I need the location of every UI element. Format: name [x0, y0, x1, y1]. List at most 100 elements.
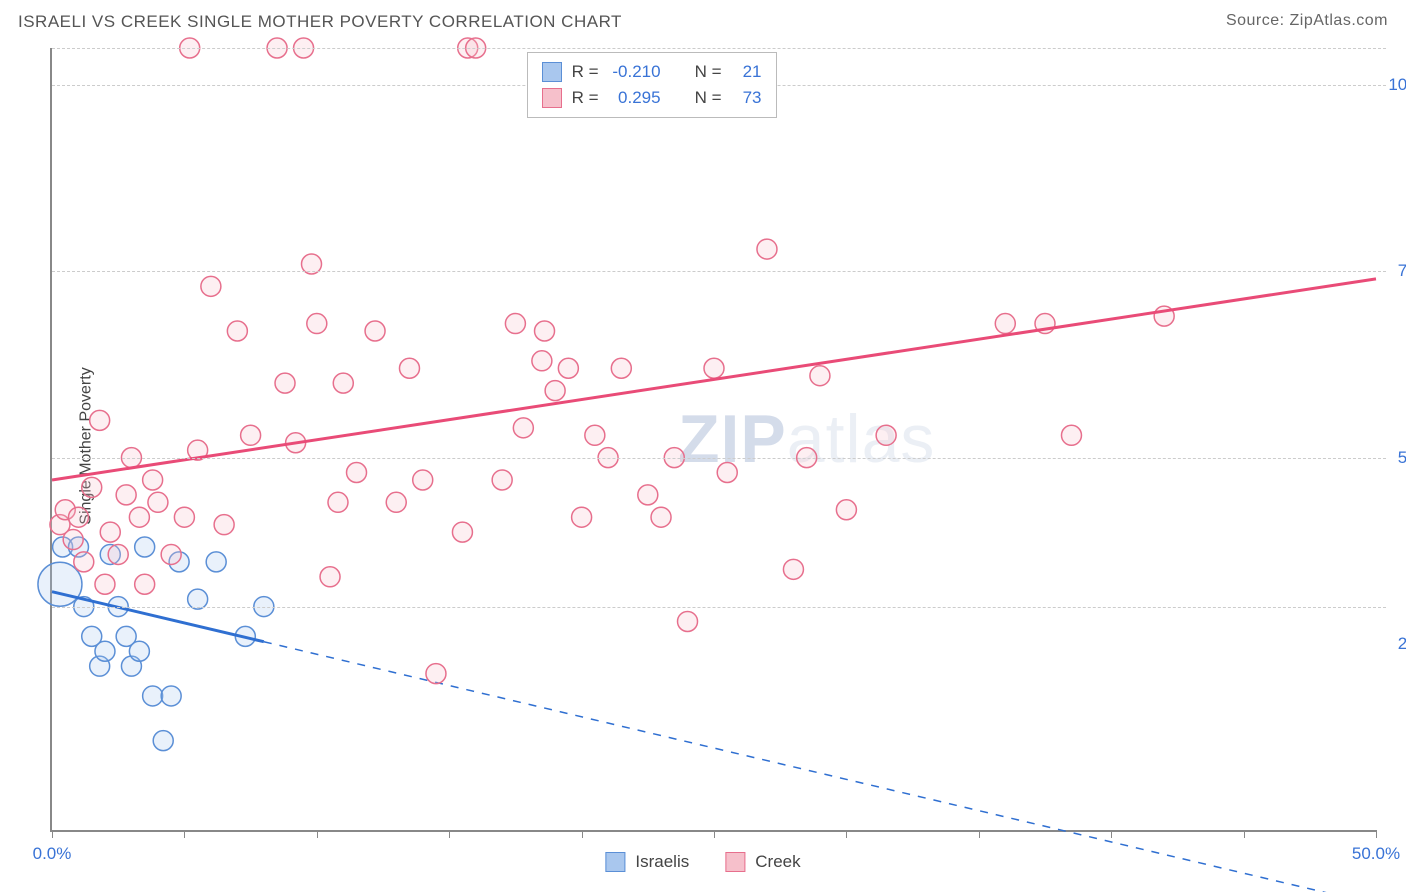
legend-label: Creek — [755, 852, 800, 872]
scatter-point — [206, 552, 226, 572]
scatter-point — [717, 463, 737, 483]
scatter-point — [545, 381, 565, 401]
scatter-point — [38, 562, 82, 606]
x-tick — [1376, 830, 1377, 838]
x-tick — [1244, 830, 1245, 838]
scatter-point — [320, 567, 340, 587]
y-tick-label: 50.0% — [1386, 448, 1406, 468]
scatter-point — [678, 611, 698, 631]
x-tick — [582, 830, 583, 838]
scatter-point — [810, 366, 830, 386]
legend-stats-row: R =-0.210N =21 — [542, 59, 762, 85]
scatter-point — [214, 515, 234, 535]
scatter-point — [135, 574, 155, 594]
scatter-point — [876, 425, 896, 445]
scatter-point — [492, 470, 512, 490]
x-tick-label: 50.0% — [1352, 844, 1400, 864]
scatter-point — [532, 351, 552, 371]
legend-stats: R = -0.210 N = 21 R = 0.295 N = 73 — [527, 52, 777, 118]
x-tick — [714, 830, 715, 838]
scatter-point — [90, 410, 110, 430]
legend-swatch — [542, 88, 562, 108]
scatter-point — [836, 500, 856, 520]
scatter-point — [651, 507, 671, 527]
scatter-point — [135, 537, 155, 557]
scatter-point — [783, 559, 803, 579]
scatter-point — [365, 321, 385, 341]
x-tick-label: 0.0% — [33, 844, 72, 864]
scatter-point — [611, 358, 631, 378]
scatter-point — [995, 314, 1015, 334]
plot-area: ZIPatlas 25.0%50.0%75.0%100.0%0.0%50.0% — [50, 48, 1376, 832]
scatter-point — [535, 321, 555, 341]
legend-value-n: 21 — [732, 62, 762, 82]
legend-label-r: R = — [572, 88, 599, 108]
scatter-point — [386, 492, 406, 512]
x-tick — [1111, 830, 1112, 838]
scatter-point — [143, 470, 163, 490]
x-tick — [979, 830, 980, 838]
scatter-point — [638, 485, 658, 505]
legend-item: Israelis — [605, 852, 689, 872]
scatter-point — [558, 358, 578, 378]
scatter-point — [108, 544, 128, 564]
scatter-point — [201, 276, 221, 296]
scatter-point — [347, 463, 367, 483]
scatter-point — [116, 485, 136, 505]
scatter-point — [333, 373, 353, 393]
x-tick — [846, 830, 847, 838]
y-tick-label: 25.0% — [1386, 634, 1406, 654]
legend-value-r: 0.295 — [609, 88, 661, 108]
scatter-point — [275, 373, 295, 393]
scatter-point — [148, 492, 168, 512]
gridline — [52, 607, 1386, 608]
scatter-point — [95, 641, 115, 661]
x-tick — [184, 830, 185, 838]
scatter-point — [143, 686, 163, 706]
legend-label-n: N = — [695, 88, 722, 108]
legend-swatch — [605, 852, 625, 872]
scatter-point — [174, 507, 194, 527]
legend-stats-row: R = 0.295 N = 73 — [542, 85, 762, 111]
title-bar: ISRAELI VS CREEK SINGLE MOTHER POVERTY C… — [18, 12, 1388, 32]
y-tick-label: 75.0% — [1386, 261, 1406, 281]
legend-value-r: -0.210 — [609, 62, 661, 82]
scatter-point — [513, 418, 533, 438]
gridline — [52, 48, 1386, 49]
scatter-point — [572, 507, 592, 527]
scatter-point — [413, 470, 433, 490]
trend-line — [52, 279, 1376, 480]
legend-swatch — [542, 62, 562, 82]
scatter-point — [328, 492, 348, 512]
scatter-point — [757, 239, 777, 259]
legend-bottom: Israelis Creek — [605, 852, 800, 872]
scatter-point — [100, 522, 120, 542]
scatter-point — [227, 321, 247, 341]
x-tick — [449, 830, 450, 838]
scatter-point — [452, 522, 472, 542]
scatter-point — [129, 641, 149, 661]
scatter-point — [241, 425, 261, 445]
legend-label-r: R = — [572, 62, 599, 82]
scatter-point — [307, 314, 327, 334]
chart-title: ISRAELI VS CREEK SINGLE MOTHER POVERTY C… — [18, 12, 622, 32]
y-tick-label: 100.0% — [1386, 75, 1406, 95]
scatter-point — [161, 686, 181, 706]
legend-swatch — [725, 852, 745, 872]
scatter-point — [585, 425, 605, 445]
gridline — [52, 271, 1386, 272]
x-tick — [317, 830, 318, 838]
scatter-point — [1061, 425, 1081, 445]
x-tick — [52, 830, 53, 838]
scatter-point — [399, 358, 419, 378]
scatter-point — [63, 530, 83, 550]
scatter-point — [153, 731, 173, 751]
gridline — [52, 458, 1386, 459]
legend-value-n: 73 — [732, 88, 762, 108]
scatter-point — [505, 314, 525, 334]
scatter-point — [82, 477, 102, 497]
data-layer — [52, 48, 1376, 830]
source-label: Source: ZipAtlas.com — [1226, 12, 1388, 32]
scatter-point — [161, 544, 181, 564]
chart-container: ISRAELI VS CREEK SINGLE MOTHER POVERTY C… — [0, 0, 1406, 892]
